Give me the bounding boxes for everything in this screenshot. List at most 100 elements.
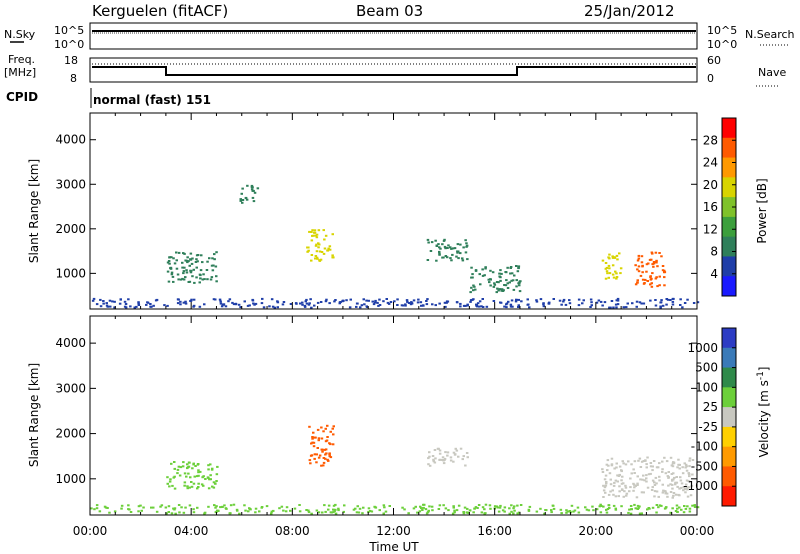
velocity-echo-cell (658, 479, 661, 482)
velocity-echo-cell (654, 476, 658, 479)
velocity-echo-cell (166, 476, 169, 479)
velocity-echo-cell (108, 511, 111, 514)
power-echo-cell (509, 267, 512, 269)
velocity-echo-cell (312, 431, 315, 434)
velocity-echo-cell (657, 495, 660, 498)
power-echo-cell (317, 229, 321, 232)
velocity-colorbar-label-sup: -1 (756, 371, 766, 380)
velocity-echo-cell (674, 493, 678, 496)
velocity-echo-cell (183, 472, 187, 475)
power-echo-cell (512, 288, 516, 291)
power-echo-cell (603, 301, 607, 304)
power-echo-cell (451, 247, 455, 250)
power-echo-cell (456, 243, 460, 246)
power-echo-cell (426, 298, 429, 301)
velocity-echo-cell (633, 460, 637, 463)
noise-panel-frame (89, 22, 698, 50)
velocity-echo-cell (519, 504, 523, 506)
power-echo-cell (310, 306, 313, 309)
power-echo-cell (195, 266, 198, 269)
power-echo-cell (487, 278, 490, 281)
power-echo-cell (655, 259, 658, 262)
power-echo-cell (435, 259, 438, 262)
velocity-echo-cell (337, 507, 340, 510)
velocity-echo-cell (568, 510, 572, 512)
power-echo-cell (376, 301, 379, 304)
power-echo-cell (663, 271, 667, 274)
velocity-echo-cell (625, 492, 629, 495)
velocity-echo-cell (480, 511, 484, 514)
velocity-echo-cell (688, 510, 692, 513)
power-colorbar-cell (722, 236, 736, 257)
power-echo-cell (190, 262, 194, 265)
power-echo-cell (464, 304, 467, 307)
power-echo-cell (590, 301, 593, 304)
power-echo-cell (374, 299, 377, 302)
velocity-echo-cell (674, 481, 677, 484)
velocity-echo-cell (629, 512, 633, 515)
power-echo-cell (656, 285, 659, 288)
power-echo-cell (168, 256, 171, 259)
power-echo-cell (308, 230, 311, 233)
power-echo-cell (260, 302, 264, 305)
power-echo-cell (191, 257, 194, 260)
figure-title: Kerguelen (fitACF) (92, 2, 228, 20)
power-echo-cell (655, 261, 658, 264)
power-echo-cell (371, 300, 374, 303)
power-echo-cell (246, 184, 249, 187)
power-echo-cell (310, 239, 314, 242)
power-echo-cell (615, 276, 619, 278)
velocity-colorbar-tick-label: 25 (703, 400, 718, 414)
power-echo-cell (500, 289, 503, 292)
velocity-echo-cell (684, 463, 688, 466)
power-echo-cell (232, 303, 236, 306)
velocity-echo-cell (639, 478, 642, 481)
power-echo-cell (665, 303, 668, 306)
velocity-echo-cell (343, 504, 346, 507)
power-echo-cell (145, 303, 148, 306)
freq-tick-right-bottom: 0 (707, 72, 714, 85)
velocity-echo-cell (508, 512, 511, 515)
power-echo-cell (124, 303, 128, 305)
freq-tick-left-bottom: 8 (70, 72, 77, 85)
power-echo-cell (498, 288, 502, 291)
velocity-echo-cell (173, 467, 176, 470)
velocity-echo-cell (645, 480, 648, 483)
velocity-echo-cell (646, 486, 650, 489)
velocity-echo-cell (176, 472, 179, 475)
velocity-colorbar-label: Velocity [m s-1] (756, 367, 771, 458)
velocity-echo-cell (454, 447, 457, 450)
velocity-echo-cell (140, 509, 143, 512)
power-echo-cell (542, 302, 545, 305)
power-echo-cell (360, 304, 364, 307)
power-echo-cell (177, 251, 181, 254)
power-echo-cell (640, 302, 643, 305)
power-echo-cell (185, 271, 189, 274)
power-echo-cell (459, 305, 462, 308)
velocity-echo-cell (446, 454, 449, 457)
velocity-echo-cell (430, 505, 434, 508)
power-echo-cell (311, 229, 314, 232)
velocity-echo-cell (177, 465, 181, 468)
velocity-echo-cell (414, 505, 417, 508)
power-echo-cell (203, 303, 206, 306)
power-echo-cell (515, 285, 518, 288)
velocity-echo-cell (197, 482, 200, 485)
power-echo-cell (450, 247, 453, 250)
power-echo-cell (616, 299, 620, 302)
power-echo-cell (250, 188, 254, 191)
power-echo-cell (262, 306, 266, 309)
power-echo-cell (422, 304, 425, 307)
velocity-echo-cell (192, 462, 195, 465)
velocity-echo-cell (472, 511, 475, 514)
power-echo-cell (222, 303, 225, 306)
velocity-echo-cell (675, 481, 679, 484)
power-echo-cell (637, 270, 641, 273)
velocity-echo-cell (382, 504, 386, 507)
power-echo-cell (195, 258, 198, 261)
velocity-echo-cell (254, 507, 258, 510)
velocity-echo-cell (646, 508, 649, 511)
power-echo-cell (281, 303, 285, 306)
power-echo-cell (514, 300, 518, 303)
velocity-echo-cell (325, 452, 328, 455)
